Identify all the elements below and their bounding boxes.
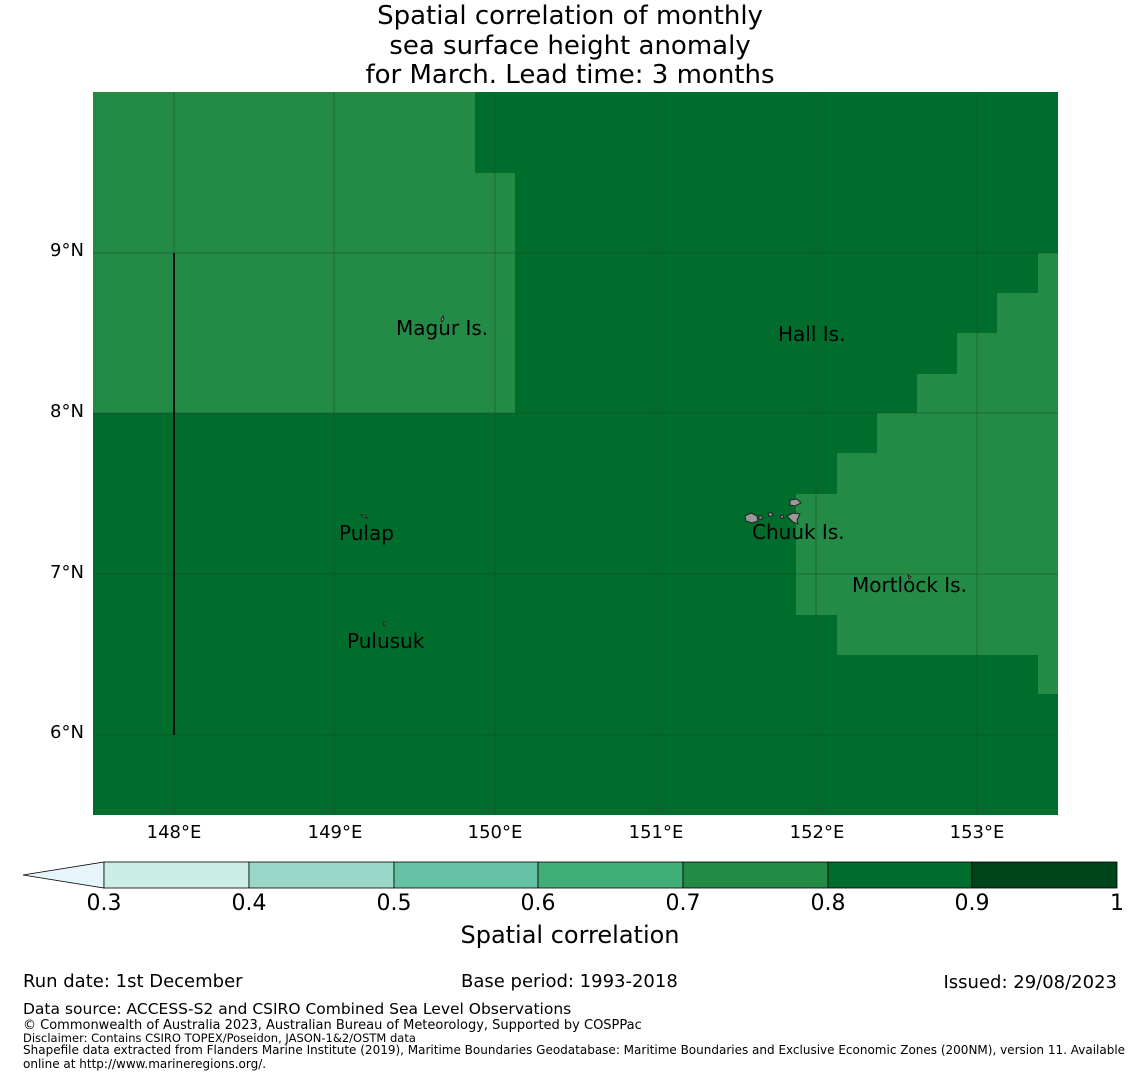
base-period: Base period: 1993-2018 xyxy=(461,971,678,992)
issued-date: Issued: 29/08/2023 xyxy=(943,972,1117,993)
chuuk-island-3 xyxy=(786,512,801,525)
colorbar-segment-0.3 xyxy=(103,861,250,889)
disclaimer: Disclaimer: Contains CSIRO TOPEX/Poseido… xyxy=(23,1031,416,1045)
lon-label-152e: 152°E xyxy=(789,822,845,843)
chuuk-island-4 xyxy=(767,512,774,517)
colorbar-segment-0.6 xyxy=(537,861,684,889)
pulap-island xyxy=(359,514,369,519)
colorbar-segment-0.7 xyxy=(682,861,829,889)
corr-region-northwest xyxy=(93,92,515,413)
colorbar-extend-arrow xyxy=(22,861,105,889)
colorbar-segment-0.4 xyxy=(248,861,395,889)
colorbar xyxy=(22,861,1118,889)
lat-label-8n: 8°N xyxy=(50,401,84,422)
title-line-2: sea surface height anomaly xyxy=(389,30,751,61)
pulusuk-island xyxy=(382,621,386,627)
lat-label-6n: 6°N xyxy=(50,722,84,743)
corr-region-southeast xyxy=(796,253,1058,694)
colorbar-tick-0.8: 0.8 xyxy=(810,891,846,916)
lon-label-149e: 149°E xyxy=(307,822,363,843)
mortlock-island xyxy=(907,573,912,580)
colorbar-label: Spatial correlation xyxy=(460,921,680,949)
place-label-hall: Hall Is. xyxy=(778,322,846,346)
colorbar-segment-0.8 xyxy=(827,861,973,889)
run-date: Run date: 1st December xyxy=(23,971,243,992)
colorbar-tick-1: 1 xyxy=(1110,891,1124,916)
lon-label-148e: 148°E xyxy=(146,822,202,843)
lat-label-7n: 7°N xyxy=(50,562,84,583)
colorbar-tick-0.9: 0.9 xyxy=(954,891,990,916)
islands xyxy=(359,314,912,627)
place-label-pulusuk: Pulusuk xyxy=(347,629,425,653)
lon-label-153e: 153°E xyxy=(949,822,1005,843)
chuuk-island-1 xyxy=(789,498,802,507)
title-line-1: Spatial correlation of monthly xyxy=(377,1,763,31)
lat-label-9n: 9°N xyxy=(50,240,84,261)
colorbar-segment-0.5 xyxy=(393,861,539,889)
place-label-mortlock: Mortlock Is. xyxy=(852,573,967,597)
colorbar-segment-0.9 xyxy=(971,861,1118,889)
place-label-magur: Magur Is. xyxy=(396,316,489,340)
lon-label-151e: 151°E xyxy=(628,822,684,843)
copyright-notice: © Commonwealth of Australia 2023, Austra… xyxy=(23,1018,642,1033)
place-label-pulap: Pulap xyxy=(339,521,394,545)
colorbar-tick-0.5: 0.5 xyxy=(376,891,412,916)
data-source: Data source: ACCESS-S2 and CSIRO Combine… xyxy=(23,1000,572,1018)
colorbar-tick-0.4: 0.4 xyxy=(231,891,267,916)
shapefile-credit-line-1: Shapefile data extracted from Flanders M… xyxy=(23,1043,1126,1057)
place-label-chuuk: Chuuk Is. xyxy=(752,520,845,544)
chuuk-island-6 xyxy=(758,515,763,520)
colorbar-tick-0.7: 0.7 xyxy=(665,891,701,916)
chuuk-island-5 xyxy=(779,514,785,519)
magur-island xyxy=(440,314,445,323)
colorbar-tick-0.3: 0.3 xyxy=(86,891,122,916)
colorbar-tick-0.6: 0.6 xyxy=(520,891,556,916)
shapefile-credit-line-2: online at http://www.marineregions.org/. xyxy=(23,1057,267,1071)
chuuk-island-2 xyxy=(744,512,759,524)
lon-label-150e: 150°E xyxy=(467,822,523,843)
chart-title: Spatial correlation of monthly sea surfa… xyxy=(0,1,1140,91)
title-line-3: for March. Lead time: 3 months xyxy=(365,60,775,90)
